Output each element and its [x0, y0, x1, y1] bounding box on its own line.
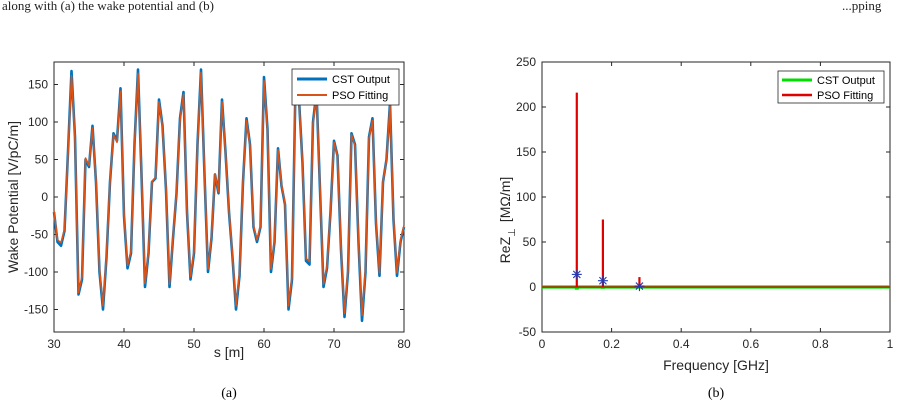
chart-a-x-tick-label: 50 — [187, 337, 201, 351]
chart-a-lines — [52, 68, 406, 323]
chart-b-legend-label-pso: PSO Fitting — [817, 90, 873, 102]
chart-a-y-axis-label: Wake Potential [V/pC/m] — [5, 121, 21, 273]
chart-b-star-marker — [634, 281, 645, 292]
chart-b-star-marker-stroke — [635, 282, 644, 291]
chart-b-legend-box — [777, 70, 885, 104]
chart-a-y-tick-label: -150 — [24, 303, 48, 317]
chart-b-x-tick-label: 0.6 — [742, 337, 759, 351]
chart-b-star-marker-stroke — [572, 270, 581, 279]
chart-b-lines — [542, 92, 890, 292]
chart-b-star-marker — [571, 269, 582, 280]
chart-a-caption: (a) — [221, 386, 237, 401]
chart-a-legend: CST Output PSO Fitting — [291, 68, 400, 106]
chart-b-y-tick-label: 150 — [516, 145, 536, 159]
chart-a-legend-label-pso: PSO Fitting — [332, 90, 388, 102]
chart-a-y-tick-label: -100 — [24, 265, 48, 279]
chart-a-y-tick-label: 0 — [41, 190, 48, 204]
chart-b-x-axis-label: Frequency [GHz] — [663, 357, 769, 373]
chart-b-y-tick-label: -50 — [519, 325, 537, 339]
chart-a-y-tick-label: 150 — [28, 78, 48, 92]
chart-a-x-tick-label: 40 — [117, 337, 131, 351]
chart-a-x-tick-label: 70 — [327, 337, 341, 351]
chart-b-x-tick-label: 0.8 — [812, 337, 829, 351]
chart-a-x-axis-label: s [m] — [214, 344, 244, 360]
chart-b-y-tick-label: 200 — [516, 100, 536, 114]
chart-b-caption: (b) — [708, 386, 725, 401]
chart-a-x-tick-label: 30 — [47, 337, 61, 351]
chart-b-y-tick-label: 50 — [523, 235, 537, 249]
chart-b-x-tick-label: 0.4 — [673, 337, 690, 351]
chart-b-y-tick-label: 100 — [516, 190, 536, 204]
chart-b-star-marker-stroke — [598, 276, 607, 285]
chart-a-y-tick-label: -50 — [31, 228, 49, 242]
chart-b-x-tick-label: 1 — [887, 337, 894, 351]
header-left-text: along with (a) the wake potential and (b… — [2, 0, 214, 13]
chart-b-y-tick-label: 0 — [529, 280, 536, 294]
chart-b-x-tick-label: 0 — [539, 337, 546, 351]
chart-b-y-axis-label: ReZ⊥ [MΩ/m] — [497, 177, 518, 264]
header-right-text: ...pping — [842, 0, 882, 13]
chart-b-y-axis-label-unit: [MΩ/m] — [497, 177, 513, 222]
chart-b-y-tick-label: 250 — [516, 55, 536, 69]
chart-b-y-axis-label-main: ReZ — [497, 236, 513, 263]
chart-b-star-marker — [597, 275, 608, 286]
chart-a-x-tick-label: 80 — [397, 337, 411, 351]
chart-b-legend-label-cst: CST Output — [817, 75, 875, 87]
chart-a-y-tick-label: 100 — [28, 115, 48, 129]
chart-b-x-tick-label: 0.2 — [603, 337, 620, 351]
chart-a-x-tick-label: 60 — [257, 337, 271, 351]
chart-a-legend-label-cst: CST Output — [332, 74, 390, 86]
chart-a-wake-potential: 30 40 50 60 70 80 -150 -100 -50 0 50 100 150 s [m] W… — [5, 61, 411, 401]
chart-b-legend: CST Output PSO Fitting — [777, 70, 885, 104]
chart-a-series-pso-line — [53, 71, 405, 317]
chart-a-legend-box — [291, 68, 400, 106]
chart-a-ticks: 30 40 50 60 70 80 -150 -100 -50 0 50 100 150 — [24, 62, 411, 351]
chart-a-y-tick-label: 50 — [35, 153, 49, 167]
chart-b-y-axis-label-subscript: ⊥ — [507, 228, 518, 237]
